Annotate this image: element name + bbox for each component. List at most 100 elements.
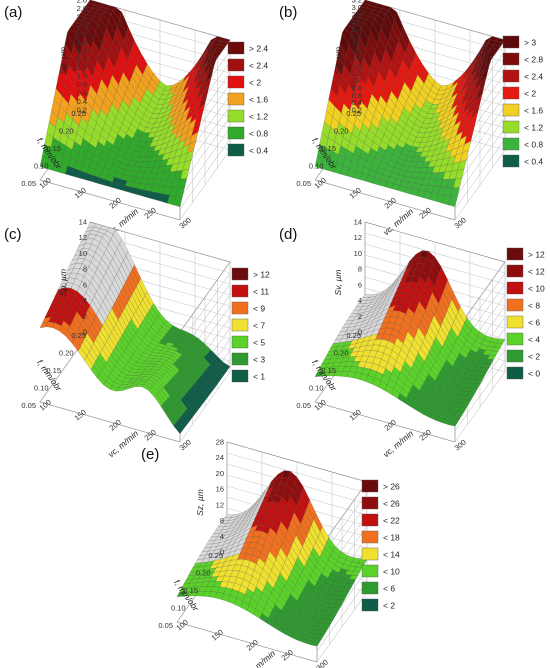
legend-label: < 12: [528, 267, 545, 277]
legend-swatch: [502, 69, 520, 83]
legend-label: < 0.8: [524, 140, 543, 150]
surface-mesh: [39, 222, 231, 435]
legend-swatch: [361, 513, 379, 527]
legend-label: < 18: [383, 533, 400, 543]
z-tick-label: 2.6: [77, 4, 87, 13]
vc-tick-label: 200: [383, 418, 398, 433]
z-tick-label: 4: [83, 296, 87, 305]
z-tick-label: 1.0: [352, 76, 362, 85]
vc-tick-label: 100: [38, 176, 53, 191]
legend-swatch: [506, 247, 524, 261]
legend-label: < 2: [528, 352, 540, 362]
box-edge: [364, 221, 506, 333]
legend-label: < 0.4: [249, 146, 268, 156]
z-tick-label: 14: [79, 218, 87, 227]
legend-swatch: [506, 264, 524, 278]
vc-tick-label: 250: [418, 206, 433, 221]
legend-swatch: [502, 86, 520, 100]
z-tick-label: 1.4: [77, 55, 87, 64]
vc-tick-label: 250: [280, 648, 295, 663]
surface-cell: [448, 421, 458, 427]
legend-label: < 10: [383, 567, 400, 577]
z-tick-label: 28: [216, 438, 224, 447]
z-tick-label: 2: [358, 312, 362, 321]
legend-label: > 2.4: [249, 44, 268, 54]
chart-panel: (e) 0 4 8 12 16 20 24 28 Sz, µm 0.05 0.10 0.15 0.20 0.…: [141, 438, 400, 668]
z-tick-label: 1.0: [77, 72, 87, 81]
legend: > 3 < 2.8 < 2.4 < 2 < 1.6 < 1.2 < 0.8 < 0.4: [502, 35, 543, 168]
panel-label: (e): [141, 446, 159, 463]
vc-tick-label: 100: [313, 398, 328, 413]
z-tick-label: 1.2: [77, 63, 87, 72]
legend-label: < 5: [253, 338, 265, 348]
panel-label: (b): [279, 4, 297, 21]
legend-label: > 12: [528, 250, 545, 260]
z-tick-label: 0: [83, 328, 87, 337]
f-tick-label: 0.25: [346, 109, 361, 118]
legend-label: < 10: [528, 284, 545, 294]
z-tick-label: 12: [216, 500, 224, 509]
legend: > 12 < 11 < 9 < 7 < 5 < 3 < 1: [231, 267, 270, 383]
vc-tick-label: 250: [418, 428, 433, 443]
legend-label: < 1: [253, 372, 265, 382]
legend-swatch: [506, 315, 524, 329]
vc-tick-label: 100: [313, 176, 328, 191]
surface-cell: [173, 422, 183, 435]
vc-tick-label: 200: [108, 196, 123, 211]
f-tick-label: 0.10: [171, 604, 186, 613]
legend-swatch: [231, 267, 249, 281]
f-tick-label: 0.10: [309, 384, 324, 393]
legend-label: > 12: [253, 270, 270, 280]
legend-label: < 0: [528, 369, 540, 379]
f-tick-label: 0.05: [21, 179, 36, 188]
z-tick-label: 0: [358, 328, 362, 337]
legend-label: < 6: [383, 584, 395, 594]
surface-mesh: [39, 0, 231, 207]
vc-tick-label: 150: [348, 408, 363, 423]
legend-swatch: [361, 496, 379, 510]
legend-label: < 6: [528, 318, 540, 328]
vc-tick-label: 300: [315, 658, 330, 668]
z-tick-label: 20: [216, 469, 224, 478]
f-tick-label: 0.20: [59, 127, 74, 136]
z-tick-label: 2.6: [352, 18, 362, 27]
f-tick-label: 0.25: [71, 109, 86, 118]
z-tick-label: 0.2: [352, 106, 362, 115]
legend-swatch: [502, 52, 520, 66]
legend-label: < 2.4: [524, 72, 543, 82]
z-tick-label: 0.4: [77, 97, 87, 106]
z-tick-label: 2.0: [77, 29, 87, 38]
z-tick-label: 12: [79, 233, 87, 242]
box-edge: [39, 331, 181, 443]
legend-label: < 26: [383, 499, 400, 509]
z-tick-label: 2.8: [352, 10, 362, 19]
z-tick-label: 0.8: [352, 84, 362, 93]
legend-swatch: [502, 35, 520, 49]
z-tick-label: 12: [354, 233, 362, 242]
vc-tick-label: 200: [245, 638, 260, 653]
legend-swatch: [227, 75, 245, 89]
legend-swatch: [506, 349, 524, 363]
vc-tick-label: 150: [73, 408, 88, 423]
f-tick-label: 0.20: [59, 349, 74, 358]
legend-label: < 2: [524, 89, 536, 99]
legend-label: < 14: [383, 550, 400, 560]
vc-tick-label: 250: [143, 206, 158, 221]
surface-mesh: [314, 250, 506, 427]
legend-swatch: [231, 318, 249, 332]
z-axis-label: Sq, µm: [333, 47, 343, 74]
vc-tick-label: 150: [348, 186, 363, 201]
legend-swatch: [361, 547, 379, 561]
f-tick-label: 0.10: [34, 162, 49, 171]
f-tick-label: 0.25: [71, 331, 86, 340]
z-axis-label: Sp, µm: [58, 269, 68, 296]
z-tick-label: 0.4: [352, 98, 362, 107]
vc-axis-label: vc, m/min: [381, 428, 415, 459]
z-tick-label: 0: [220, 548, 224, 557]
z-tick-label: 2.4: [77, 12, 87, 21]
z-tick-label: 16: [216, 485, 224, 494]
legend-label: < 1.2: [524, 123, 543, 133]
chart-panel: (d) 0 2 4 6 8 10 12 14 Sv, µm 0.05 0.10 0.15 0.20 0.25…: [279, 218, 545, 460]
f-tick-label: 0.05: [21, 401, 36, 410]
